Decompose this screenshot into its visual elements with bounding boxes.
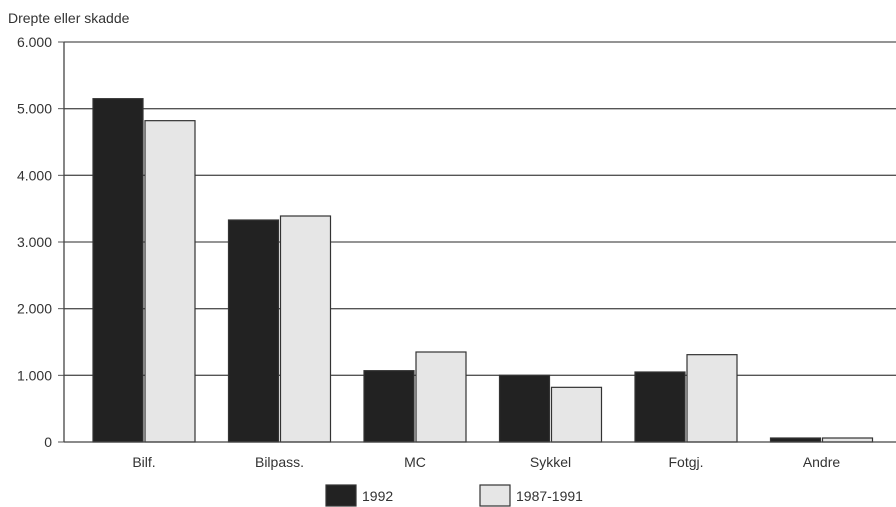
bar-series1 xyxy=(92,98,144,443)
x-axis: Bilf. Bilpass. MC Sykkel Fotgj. Andre xyxy=(64,441,896,470)
legend-label: 1992 xyxy=(362,488,393,504)
legend-swatch xyxy=(479,484,511,507)
y-axis: 0 1.000 2.000 3.000 4.000 5.000 6.000 xyxy=(17,34,65,450)
gridlines xyxy=(64,41,896,376)
legend: 1992 1987-1991 xyxy=(325,484,583,507)
bar-series2 xyxy=(144,120,196,443)
x-tick-label: Bilf. xyxy=(132,454,155,470)
bar-series1 xyxy=(634,371,686,443)
y-tick-label: 4.000 xyxy=(17,167,52,183)
bar-series1 xyxy=(498,374,551,443)
legend-label: 1987-1991 xyxy=(516,488,583,504)
y-tick-label: 2.000 xyxy=(17,301,52,317)
bars xyxy=(92,98,874,443)
y-tick-label: 6.000 xyxy=(17,34,52,50)
y-tick-label: 0 xyxy=(44,434,52,450)
bar-series1 xyxy=(227,219,280,443)
bar-series2 xyxy=(550,386,603,443)
y-axis-label: Drepte eller skadde xyxy=(8,10,130,26)
x-tick-label: Fotgj. xyxy=(668,454,703,470)
x-tick-label: Andre xyxy=(803,454,841,470)
legend-swatch xyxy=(325,484,357,507)
bar-series2 xyxy=(415,351,467,443)
y-tick-label: 1.000 xyxy=(17,367,52,383)
x-tick-label: Sykkel xyxy=(530,454,571,470)
bar-series2 xyxy=(279,215,332,443)
y-tick-label: 5.000 xyxy=(17,101,52,117)
bar-series2 xyxy=(686,354,738,443)
x-tick-label: Bilpass. xyxy=(255,454,304,470)
x-tick-label: MC xyxy=(404,454,426,470)
y-tick-label: 3.000 xyxy=(17,234,52,250)
bar-series1 xyxy=(363,370,415,443)
